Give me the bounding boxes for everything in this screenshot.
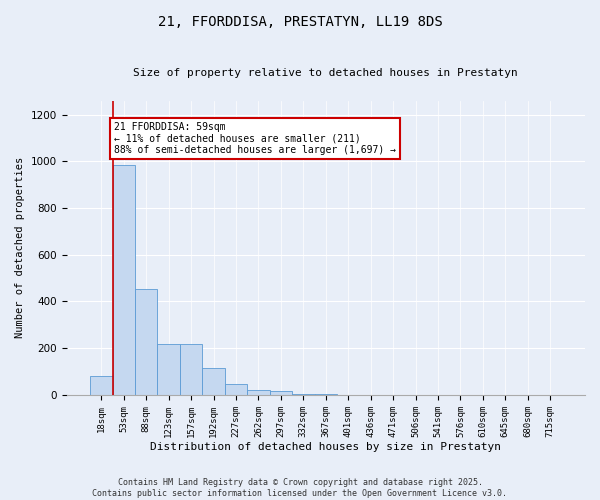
Bar <box>269 392 292 395</box>
Text: 21, FFORDDISA, PRESTATYN, LL19 8DS: 21, FFORDDISA, PRESTATYN, LL19 8DS <box>158 15 442 29</box>
Bar <box>225 384 247 395</box>
Bar <box>202 368 225 395</box>
Bar <box>180 344 202 395</box>
Text: Contains HM Land Registry data © Crown copyright and database right 2025.
Contai: Contains HM Land Registry data © Crown c… <box>92 478 508 498</box>
Bar <box>113 165 135 395</box>
Bar <box>135 288 157 395</box>
X-axis label: Distribution of detached houses by size in Prestatyn: Distribution of detached houses by size … <box>150 442 501 452</box>
Y-axis label: Number of detached properties: Number of detached properties <box>15 157 25 338</box>
Bar <box>247 390 269 395</box>
Title: Size of property relative to detached houses in Prestatyn: Size of property relative to detached ho… <box>133 68 518 78</box>
Bar <box>157 344 180 395</box>
Bar <box>314 394 337 395</box>
Bar <box>292 394 314 395</box>
Bar <box>90 376 113 395</box>
Text: 21 FFORDDISA: 59sqm
← 11% of detached houses are smaller (211)
88% of semi-detac: 21 FFORDDISA: 59sqm ← 11% of detached ho… <box>113 122 395 154</box>
